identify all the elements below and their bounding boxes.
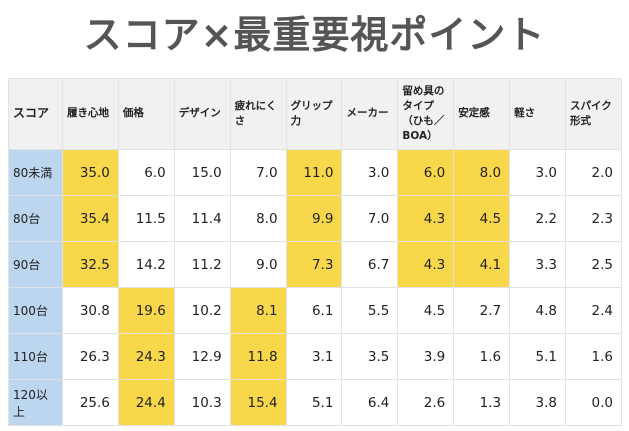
cell: 4.5 — [397, 287, 455, 334]
column-header: 安定感 — [453, 78, 511, 150]
cell: 24.3 — [117, 333, 175, 380]
cell: 11.5 — [117, 195, 175, 242]
row-label: 80台 — [8, 195, 63, 242]
cell: 11.2 — [173, 241, 231, 288]
cell: 7.0 — [341, 195, 399, 242]
cell: 3.5 — [341, 333, 399, 380]
cell: 6.0 — [397, 149, 455, 196]
table-row: 120以上 25.6 24.4 10.3 15.4 5.1 6.4 2.6 1.3 3.8 0.0 — [8, 379, 622, 426]
cell: 7.3 — [285, 241, 343, 288]
cell: 9.0 — [229, 241, 287, 288]
cell: 4.5 — [453, 195, 511, 242]
cell: 3.3 — [509, 241, 567, 288]
cell: 8.1 — [229, 287, 287, 334]
cell: 1.6 — [565, 333, 622, 380]
cell: 15.0 — [173, 149, 231, 196]
cell: 3.9 — [397, 333, 455, 380]
cell: 5.5 — [341, 287, 399, 334]
header-row: スコア 履き心地 価格 デザイン 疲れにくさ グリップ力 メーカー 留め具のタイプ（ひも／BO… — [8, 78, 622, 150]
cell: 26.3 — [62, 333, 119, 380]
column-header: 履き心地 — [62, 78, 119, 150]
column-header: スパイク形式 — [565, 78, 622, 150]
score-table: スコア 履き心地 価格 デザイン 疲れにくさ グリップ力 メーカー 留め具のタイプ（ひも／BO… — [8, 78, 622, 426]
cell: 6.4 — [341, 379, 399, 426]
cell: 14.2 — [117, 241, 175, 288]
cell: 3.8 — [509, 379, 567, 426]
column-header: 疲れにくさ — [229, 78, 287, 150]
cell: 8.0 — [453, 149, 511, 196]
cell: 4.3 — [397, 195, 455, 242]
row-label: 120以上 — [8, 379, 63, 426]
cell: 4.8 — [509, 287, 567, 334]
row-label: 90台 — [8, 241, 63, 288]
cell: 8.0 — [229, 195, 287, 242]
column-header: グリップ力 — [285, 78, 343, 150]
column-header: メーカー — [341, 78, 399, 150]
cell: 15.4 — [229, 379, 287, 426]
table-body: 80未満 35.0 6.0 15.0 7.0 11.0 3.0 6.0 8.0 3.0 2.0 80台… — [8, 149, 622, 426]
cell: 19.6 — [117, 287, 175, 334]
cell: 35.4 — [62, 195, 119, 242]
cell: 24.4 — [117, 379, 175, 426]
cell: 2.5 — [565, 241, 622, 288]
cell: 2.6 — [397, 379, 455, 426]
cell: 5.1 — [509, 333, 567, 380]
column-header: 価格 — [117, 78, 175, 150]
cell: 4.1 — [453, 241, 511, 288]
cell: 9.9 — [285, 195, 343, 242]
column-header: スコア — [8, 78, 63, 150]
cell: 5.1 — [285, 379, 343, 426]
cell: 1.3 — [453, 379, 511, 426]
row-label: 100台 — [8, 287, 63, 334]
cell: 25.6 — [62, 379, 119, 426]
column-header: 軽さ — [509, 78, 567, 150]
table-row: 80未満 35.0 6.0 15.0 7.0 11.0 3.0 6.0 8.0 3.0 2.0 — [8, 149, 622, 196]
cell: 3.0 — [509, 149, 567, 196]
cell: 11.0 — [285, 149, 343, 196]
cell: 2.0 — [565, 149, 622, 196]
cell: 10.3 — [173, 379, 231, 426]
cell: 0.0 — [565, 379, 622, 426]
cell: 30.8 — [62, 287, 119, 334]
cell: 6.0 — [117, 149, 175, 196]
row-label: 80未満 — [8, 149, 63, 196]
table-row: 110台 26.3 24.3 12.9 11.8 3.1 3.5 3.9 1.6 5.1 1.6 — [8, 333, 622, 380]
column-header: デザイン — [173, 78, 231, 150]
column-header: 留め具のタイプ（ひも／BOA） — [397, 78, 455, 150]
cell: 2.2 — [509, 195, 567, 242]
cell: 6.7 — [341, 241, 399, 288]
cell: 12.9 — [173, 333, 231, 380]
table-row: 90台 32.5 14.2 11.2 9.0 7.3 6.7 4.3 4.1 3.3 2.5 — [8, 241, 622, 288]
cell: 11.4 — [173, 195, 231, 242]
cell: 4.3 — [397, 241, 455, 288]
row-label: 110台 — [8, 333, 63, 380]
cell: 3.0 — [341, 149, 399, 196]
cell: 7.0 — [229, 149, 287, 196]
table-row: 80台 35.4 11.5 11.4 8.0 9.9 7.0 4.3 4.5 2.2 2.3 — [8, 195, 622, 242]
cell: 2.3 — [565, 195, 622, 242]
table-row: 100台 30.8 19.6 10.2 8.1 6.1 5.5 4.5 2.7 4.8 2.4 — [8, 287, 622, 334]
cell: 10.2 — [173, 287, 231, 334]
cell: 11.8 — [229, 333, 287, 380]
cell: 32.5 — [62, 241, 119, 288]
cell: 2.7 — [453, 287, 511, 334]
cell: 6.1 — [285, 287, 343, 334]
title: スコア×最重要視ポイント — [83, 13, 546, 57]
cell: 2.4 — [565, 287, 622, 334]
cell: 1.6 — [453, 333, 511, 380]
cell: 35.0 — [62, 149, 119, 196]
cell: 3.1 — [285, 333, 343, 380]
